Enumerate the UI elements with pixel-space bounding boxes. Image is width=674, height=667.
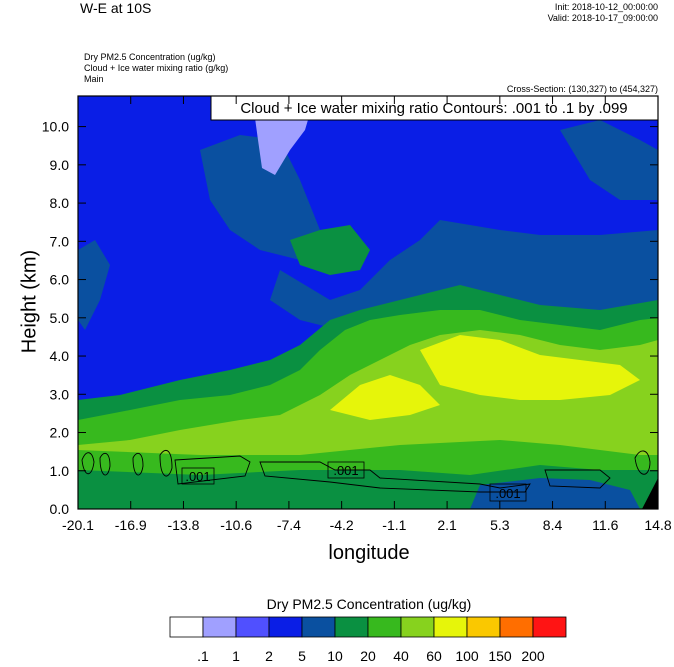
- x-tick-label: -13.8: [167, 517, 199, 533]
- y-tick-label: 8.0: [50, 195, 70, 211]
- colorbar-label: 60: [426, 648, 442, 664]
- colorbar: .1 1 2 5 10 20 40 60 100 150 200: [169, 616, 567, 664]
- colorbar-label: .1: [197, 648, 209, 664]
- y-axis-label: Height (km): [18, 249, 41, 354]
- field-fill-20-plume: [290, 225, 370, 275]
- field-label-cloud-ice: Cloud + Ice water mixing ratio (g/kg): [84, 63, 229, 73]
- colorbar-swatch: [532, 616, 567, 638]
- y-tick-label: 5.0: [50, 310, 70, 326]
- colorbar-swatch: [169, 616, 204, 638]
- plot-frame: [77, 95, 659, 510]
- x-tick-label: -1.1: [382, 517, 406, 533]
- colorbar-swatch: [499, 616, 534, 638]
- contour-line: [159, 449, 173, 477]
- x-tick-label: -10.6: [220, 517, 252, 533]
- cross-section-label: Cross-Section: (130,327) to (454,327): [506, 84, 658, 94]
- x-axis: -20.1 -16.9 -13.8 -10.6 -7.4 -4.2 -1.1 2.1 5.3 8.…: [62, 96, 672, 533]
- contour-info-box: [210, 95, 659, 121]
- contour-line: [634, 450, 651, 475]
- valid-time: Valid: 2018-10-17_09:00:00: [547, 13, 658, 23]
- field-fill-10-upper: [200, 135, 320, 260]
- colorbar-label: 10: [327, 648, 343, 664]
- x-tick-label: 11.6: [592, 517, 618, 533]
- y-tick-label: 0.0: [50, 501, 70, 517]
- x-tick-label: -7.4: [277, 517, 301, 533]
- colorbar-label: 200: [521, 648, 545, 664]
- contour-label: .001: [333, 463, 358, 478]
- y-tick-label: 4.0: [50, 348, 70, 364]
- field-label-pm25: Dry PM2.5 Concentration (ug/kg): [84, 52, 216, 62]
- colorbar-label: 5: [298, 648, 306, 664]
- colorbar-swatch: [400, 616, 435, 638]
- contour-line: [99, 452, 111, 476]
- y-axis: 0.0 1.0 2.0 3.0 4.0 5.0 6.0 7.0 8.0 9.0 10.0: [42, 119, 658, 517]
- colorbar-swatch: [466, 616, 501, 638]
- colorbar-swatch: [301, 616, 336, 638]
- plot-title: W-E at 10S: [80, 0, 152, 16]
- colorbar-label: 2: [265, 648, 273, 664]
- x-tick-label: 5.3: [490, 517, 510, 533]
- colorbar-label: 20: [360, 648, 376, 664]
- x-tick-label: 8.4: [543, 517, 563, 533]
- x-tick-label: -4.2: [330, 517, 354, 533]
- field-fill-10-mid: [270, 220, 658, 330]
- cloud-contours: [81, 449, 651, 493]
- field-fill-100-right: [420, 335, 640, 400]
- contour-info-text: Cloud + Ice water mixing ratio Contours:…: [240, 100, 627, 117]
- colorbar-label: 1: [232, 648, 240, 664]
- x-axis-label: longitude: [328, 542, 410, 564]
- y-tick-label: 1.0: [50, 463, 70, 479]
- contour-line: [544, 469, 611, 489]
- x-tick-label: 2.1: [437, 517, 457, 533]
- contour-line: [259, 461, 531, 493]
- field-fill-terrain: [642, 478, 658, 509]
- contour-line: [132, 452, 144, 476]
- field-fill-10-right: [560, 120, 658, 200]
- y-tick-label: 2.0: [50, 425, 70, 441]
- init-time: Init: 2018-10-12_00:00:00: [554, 2, 658, 12]
- colorbar-label: 40: [393, 648, 409, 664]
- colorbar-swatch: [433, 616, 468, 638]
- colorbar-label: 100: [455, 648, 479, 664]
- y-tick-label: 10.0: [42, 119, 69, 135]
- contour-label: .001: [495, 486, 520, 501]
- y-tick-label: 6.0: [50, 272, 70, 288]
- field-fill-10-left: [78, 240, 110, 330]
- heatmap-field: [78, 96, 658, 509]
- colorbar-swatch: [235, 616, 270, 638]
- contour-label: .001: [185, 469, 210, 484]
- x-tick-label: -20.1: [62, 517, 94, 533]
- y-tick-label: 9.0: [50, 157, 70, 173]
- contour-labels: .001 .001 .001: [181, 461, 527, 502]
- colorbar-title: Dry PM2.5 Concentration (ug/kg): [266, 596, 472, 612]
- y-tick-label: 3.0: [50, 386, 70, 402]
- colorbar-swatch: [202, 616, 237, 638]
- colorbar-swatch: [367, 616, 402, 638]
- colorbar-label: 150: [488, 648, 512, 664]
- x-tick-label: 14.8: [644, 517, 671, 533]
- field-fill-100-mid: [330, 375, 440, 420]
- colorbar-swatch: [268, 616, 303, 638]
- contour-line: [174, 455, 251, 485]
- field-label-main: Main: [84, 74, 104, 84]
- colorbar-swatch: [334, 616, 369, 638]
- y-tick-label: 7.0: [50, 233, 70, 249]
- x-tick-label: -16.9: [115, 517, 147, 533]
